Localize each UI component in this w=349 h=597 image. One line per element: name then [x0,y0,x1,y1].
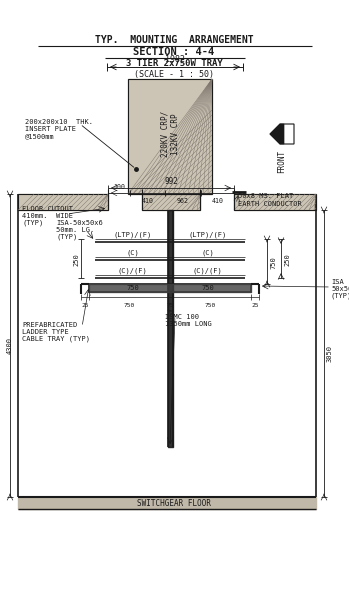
Bar [142,194,200,210]
Text: 75: 75 [166,309,174,315]
Text: 962: 962 [177,198,189,204]
Text: (C): (C) [126,250,139,256]
Text: 3 TIER 2x750W TRAY: 3 TIER 2x750W TRAY [126,60,222,69]
Text: FRONT: FRONT [277,150,287,173]
Text: SWITCHGEAR FLOOR: SWITCHGEAR FLOOR [137,498,211,507]
Text: 75: 75 [166,303,174,308]
Text: 750: 750 [201,285,214,291]
Text: 750: 750 [205,303,216,308]
Text: FLOOR CUTOUT
410mm.  WIDE
(TYP): FLOOR CUTOUT 410mm. WIDE (TYP) [22,206,73,226]
Text: ISA
50x50x6
(TYP): ISA 50x50x6 (TYP) [331,279,349,299]
Text: 1982: 1982 [165,56,185,64]
Text: 750: 750 [126,285,139,291]
Text: (LTP)/(F): (LTP)/(F) [113,232,151,238]
Text: (C)/(F): (C)/(F) [193,267,222,274]
Text: TYP.  MOUNTING  ARRANGEMENT: TYP. MOUNTING ARRANGEMENT [95,35,253,45]
Bar [128,79,212,194]
Text: PREFABRICATED
LADDER TYPE
CABLE TRAY (TYP): PREFABRICATED LADDER TYPE CABLE TRAY (TY… [22,322,90,343]
Text: ISA-50x50x6
50mm. LG.
(TYP): ISA-50x50x6 50mm. LG. (TYP) [56,220,103,241]
Text: 4300: 4300 [7,337,13,354]
Bar [234,194,316,210]
Text: 410: 410 [211,198,223,204]
Text: 220KV CRP/
132KV CRP: 220KV CRP/ 132KV CRP [160,111,180,157]
Text: 25: 25 [251,303,259,308]
Text: 250: 250 [73,254,79,266]
Bar [89,284,251,292]
Text: 992: 992 [164,177,178,186]
Text: 410: 410 [141,198,154,204]
Text: (LTP)/(F): (LTP)/(F) [188,232,227,238]
Text: ISMC 100
1350mm LONG: ISMC 100 1350mm LONG [165,314,212,327]
Text: 250: 250 [284,254,290,266]
Text: 25: 25 [81,303,89,308]
Bar [18,194,108,210]
Polygon shape [270,124,284,144]
Text: 3050: 3050 [327,345,333,362]
Text: 750: 750 [270,257,276,269]
Text: 100: 100 [113,184,125,190]
Text: (C): (C) [201,250,214,256]
Text: 50x8 MS. FLAT
EARTH CONDUCTOR: 50x8 MS. FLAT EARTH CONDUCTOR [238,193,302,207]
Text: SECTION : 4-4: SECTION : 4-4 [133,47,215,57]
Text: (SCALE - 1 : 50): (SCALE - 1 : 50) [134,69,214,78]
Text: 200x200x10  THK.
INSERT PLATE
@1500mm: 200x200x10 THK. INSERT PLATE @1500mm [25,119,93,139]
Text: (C)/(F): (C)/(F) [118,267,147,274]
Text: 750: 750 [124,303,135,308]
